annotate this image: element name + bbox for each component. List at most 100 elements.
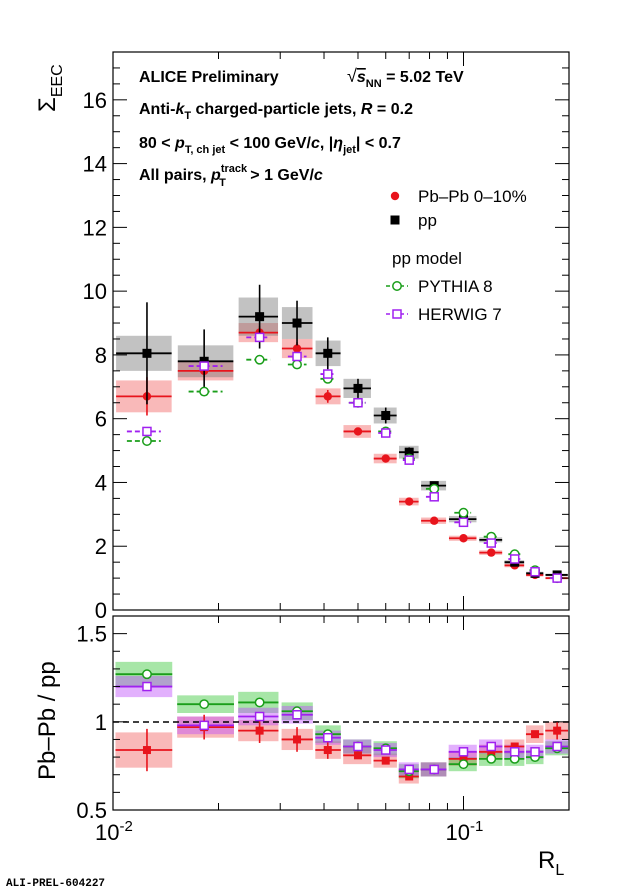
- legend-label: pp: [418, 211, 437, 230]
- top-point-pythia-8: [429, 483, 440, 494]
- legend-label: HERWIG 7: [418, 305, 502, 324]
- top-point-herwig-7: [380, 428, 391, 438]
- ratio-panel: 10-2 10-1 0.5 1 1.5: [76, 615, 570, 845]
- annotation-pair-selection: All pairs, ptrack T > 1 GeV/c: [139, 163, 323, 189]
- ratio-point-herwig-7: [429, 764, 439, 775]
- ratio-point-pb-pb-0-10-: [510, 742, 519, 751]
- top-point-herwig-7: [458, 517, 469, 528]
- top-point-pb-pb-0-10-: [381, 454, 390, 463]
- top-point-pb-pb-0-10-: [459, 534, 468, 543]
- legend-marker-pp: [390, 215, 400, 225]
- ratio-point-herwig-7: [142, 681, 152, 692]
- ratio-point-pythia-8: [199, 699, 210, 710]
- ratio-point-pythia-8: [142, 669, 152, 680]
- ratio-point-herwig-7: [552, 741, 562, 752]
- top-y-tick-label: 14: [83, 152, 107, 177]
- ratio-y-tick-label: 0.5: [76, 798, 107, 823]
- ratio-point-herwig-7: [530, 747, 540, 757]
- top-point-pb-pb-0-10-: [487, 548, 496, 557]
- top-point-herwig-7: [429, 492, 439, 502]
- ratio-point-pb-pb-0-10-: [487, 747, 496, 756]
- top-point-pb-pb-0-10-: [404, 497, 414, 506]
- legend-marker-pythia-8: [392, 281, 402, 291]
- ratio-point-herwig-7: [380, 745, 391, 755]
- top-point-herwig-7: [530, 566, 540, 577]
- top-point-herwig-7: [292, 351, 302, 362]
- x-tick-label: 10-2: [95, 818, 133, 845]
- top-point-pythia-8: [199, 386, 210, 397]
- top-point-pp: [353, 383, 363, 393]
- top-y-tick-label: 10: [83, 279, 107, 304]
- top-point-pp: [323, 348, 333, 358]
- ratio-point-herwig-7: [458, 747, 469, 757]
- ratio-point-pb-pb-0-10-: [353, 751, 362, 760]
- ratio-point-herwig-7: [323, 732, 333, 743]
- top-point-pb-pb-0-10-: [353, 427, 363, 436]
- ratio-point-pb-pb-0-10-: [323, 746, 332, 755]
- top-point-herwig-7: [486, 538, 496, 548]
- top-point-pp: [404, 447, 414, 457]
- top-point-pp: [255, 312, 265, 322]
- ratio-point-herwig-7: [509, 747, 520, 757]
- annotation-energy: √sNN = 5.02 TeV: [347, 66, 464, 90]
- ratio-y-axis-label: Pb–Pb / pp: [34, 661, 61, 780]
- ratio-y-tick-label: 1.5: [76, 622, 107, 647]
- top-y-axis-label: ΣEEC: [34, 64, 66, 112]
- x-axis-label: RL: [538, 847, 564, 879]
- ratio-point-herwig-7: [353, 741, 363, 752]
- ratio-y-tick-label: 1: [95, 710, 107, 735]
- top-point-pythia-8: [458, 507, 469, 518]
- top-y-tick-label: 0: [95, 598, 107, 623]
- top-point-pythia-8: [292, 359, 302, 370]
- top-y-tick-label: 4: [95, 470, 107, 495]
- top-y-tick-label: 6: [95, 407, 107, 432]
- ratio-plot-frame: [112, 615, 570, 811]
- ratio-data-marks: [115, 669, 569, 781]
- top-point-herwig-7: [323, 369, 333, 379]
- ratio-point-herwig-7: [254, 711, 265, 722]
- legend-marker-pb-pb-0-10-: [390, 191, 400, 201]
- top-point-herwig-7: [254, 332, 265, 343]
- ratio-point-pb-pb-0-10-: [553, 726, 562, 735]
- annotation-block: ALICE Preliminary √sNN = 5.02 TeV Anti-k…: [139, 66, 464, 189]
- top-y-tick-label: 2: [95, 534, 107, 559]
- top-y-tick-label: 16: [83, 88, 107, 113]
- top-point-pythia-8: [142, 436, 152, 446]
- top-point-pb-pb-0-10-: [323, 392, 332, 401]
- ratio-point-pb-pb-0-10-: [531, 730, 540, 739]
- annotation-alice-preliminary: ALICE Preliminary: [139, 69, 279, 86]
- legend-label: Pb–Pb 0–10%: [418, 187, 527, 206]
- top-systematic-bands: [116, 297, 568, 580]
- top-point-herwig-7: [509, 554, 520, 564]
- top-point-pb-pb-0-10-: [430, 516, 439, 525]
- ratio-point-herwig-7: [486, 741, 496, 752]
- top-point-herwig-7: [353, 397, 363, 408]
- top-y-tick-label: 8: [95, 343, 107, 368]
- legend-title: pp model: [392, 249, 462, 268]
- x-tick-label: 10-1: [445, 818, 483, 845]
- top-point-pp: [199, 356, 209, 366]
- top-point-pb-pb-0-10-: [292, 344, 302, 353]
- ratio-point-pb-pb-0-10-: [381, 756, 390, 765]
- ratio-point-herwig-7: [199, 720, 209, 731]
- top-point-herwig-7: [552, 573, 562, 583]
- top-point-pp: [292, 318, 302, 328]
- ratio-point-pb-pb-0-10-: [459, 754, 468, 763]
- ratio-axis-ticks: 10-2 10-1 0.5 1 1.5: [76, 615, 570, 845]
- top-point-herwig-7: [404, 455, 414, 465]
- top-data-marks: [116, 284, 568, 584]
- ratio-point-pb-pb-0-10-: [255, 726, 264, 735]
- top-panel: 0 2 4 6 8 10 12 14 16: [83, 51, 570, 623]
- top-point-pp: [142, 348, 152, 358]
- watermark: ALI-PREL-604227: [6, 878, 105, 890]
- top-y-tick-label: 12: [83, 215, 107, 240]
- ratio-point-pb-pb-0-10-: [405, 772, 414, 781]
- top-point-pythia-8: [254, 354, 265, 365]
- ratio-point-herwig-7: [404, 764, 414, 775]
- ratio-point-pb-pb-0-10-: [293, 735, 302, 744]
- annotation-kinematics: 80 < pT, ch jet < 100 GeV/c, |ηjet| < 0.…: [139, 135, 401, 156]
- ratio-point-pythia-8: [458, 759, 469, 770]
- top-plot-frame: [112, 51, 570, 611]
- legend-label: PYTHIA 8: [418, 277, 493, 296]
